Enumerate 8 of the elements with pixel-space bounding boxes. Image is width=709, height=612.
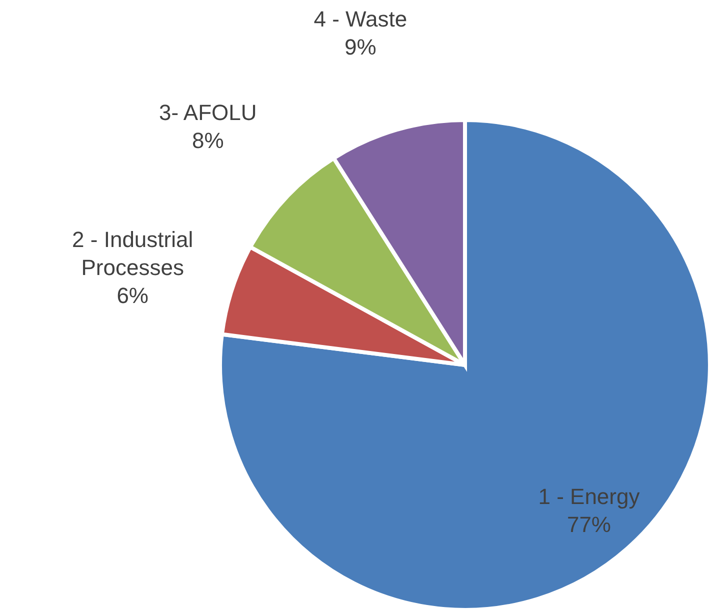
slice-label: 2 - Industrial Processes bbox=[72, 227, 194, 280]
data-label: 9% bbox=[344, 34, 376, 60]
data-label: 6% bbox=[116, 283, 148, 308]
data-label: 77% bbox=[566, 512, 612, 537]
slice-label: 4 - Waste bbox=[314, 6, 408, 32]
slice-label: 3- AFOLU bbox=[158, 100, 257, 125]
data-label: 8% bbox=[192, 128, 224, 153]
slice-label: 1 - Energy bbox=[538, 484, 640, 509]
